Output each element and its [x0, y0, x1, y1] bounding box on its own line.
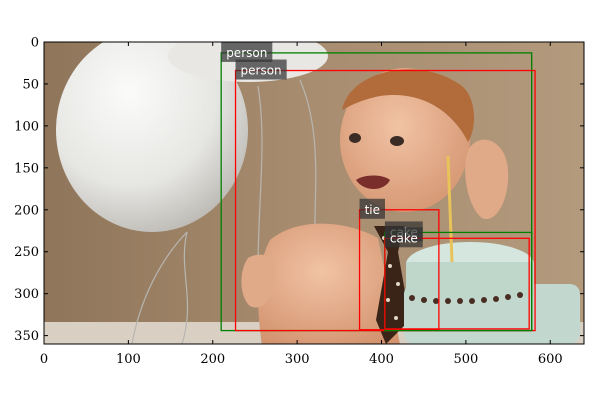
detection-label-background — [384, 227, 423, 248]
baby-arm-left — [241, 254, 277, 308]
detection-boxes: personpersontiecakecake — [220, 41, 536, 332]
detection-label-background — [221, 41, 273, 62]
y-tick-label: 200 — [14, 203, 39, 218]
detection-label-person: person — [235, 59, 287, 80]
detection-label-tie: tie — [359, 198, 385, 219]
plot-frame — [43, 41, 585, 345]
detection-label-background — [235, 59, 287, 80]
y-tick-label: 0 — [31, 36, 39, 51]
x-tick-label: 100 — [116, 352, 141, 367]
detection-box-tie — [358, 209, 440, 331]
candle — [446, 155, 454, 263]
baby-hair — [342, 69, 475, 142]
baby-eye-right — [390, 136, 404, 146]
y-tick-label: 100 — [14, 119, 39, 134]
cake-trim — [409, 292, 523, 304]
x-tick-label: 200 — [200, 352, 225, 367]
detection-label-text: person — [226, 46, 267, 60]
detection-label-background — [359, 198, 385, 219]
y-tick-label: 150 — [14, 161, 39, 176]
detection-label-text: cake — [390, 231, 418, 245]
baby-body — [258, 223, 400, 344]
detection-label-person: person — [221, 41, 273, 62]
photo-image — [44, 42, 584, 344]
y-tick-label: 50 — [22, 77, 39, 92]
detection-label-cake: cake — [384, 227, 423, 248]
baby-mouth — [356, 175, 390, 189]
cake-tier — [406, 262, 534, 298]
y-tick-label: 250 — [14, 245, 39, 260]
x-tick-label: 600 — [538, 352, 563, 367]
x-tick-label: 500 — [453, 352, 478, 367]
y-tick-label: 350 — [14, 329, 39, 344]
detection-label-text: person — [241, 64, 282, 78]
x-tick-label: 300 — [285, 352, 310, 367]
detection-box-cake — [384, 237, 530, 330]
baby-arm-right — [465, 139, 509, 220]
x-tick-label: 0 — [40, 352, 48, 367]
x-tick-label: 400 — [369, 352, 394, 367]
axis-ticks: 0 100 200 300 400 500 600 0 50 100 150 200 250 300 350 — [14, 36, 584, 367]
balloon — [56, 42, 248, 232]
tie — [374, 226, 410, 344]
y-tick-label: 300 — [14, 287, 39, 302]
detection-label-text: tie — [365, 203, 380, 217]
baby-eye-left — [349, 133, 361, 143]
